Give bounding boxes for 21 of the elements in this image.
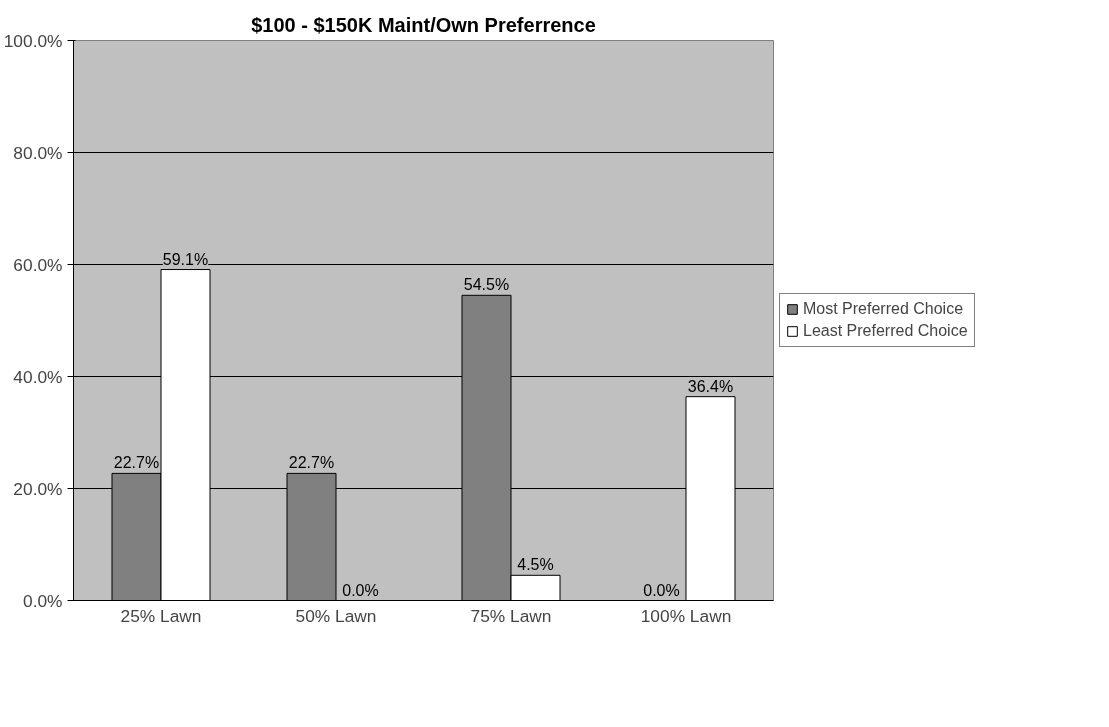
x-tick-label: 100% Lawn xyxy=(640,605,732,626)
x-tick-label: 25% Lawn xyxy=(120,605,202,626)
data-label: 22.7% xyxy=(113,454,160,472)
x-tick-label: 50% Lawn xyxy=(295,605,377,626)
legend-label: Least Preferred Choice xyxy=(803,322,968,340)
y-tick-label: 100.0% xyxy=(3,30,63,51)
y-tick-label: 40.0% xyxy=(13,366,63,387)
data-label: 4.5% xyxy=(517,556,554,574)
data-label: 22.7% xyxy=(288,454,335,472)
y-tick-label: 80.0% xyxy=(13,142,63,163)
y-tick-label: 60.0% xyxy=(13,254,63,275)
data-label: 36.4% xyxy=(687,377,734,395)
x-tick-label: 75% Lawn xyxy=(470,605,552,626)
data-label: 54.5% xyxy=(463,276,510,294)
y-tick-label: 0.0% xyxy=(23,590,63,611)
data-label: 0.0% xyxy=(342,581,379,599)
data-label: 0.0% xyxy=(643,581,680,599)
data-label: 59.1% xyxy=(162,250,209,268)
y-tick-label: 20.0% xyxy=(13,478,63,499)
chart-title: $100 - $150K Maint/Own Preferrence xyxy=(251,13,596,36)
legend-label: Most Preferred Choice xyxy=(803,300,964,318)
